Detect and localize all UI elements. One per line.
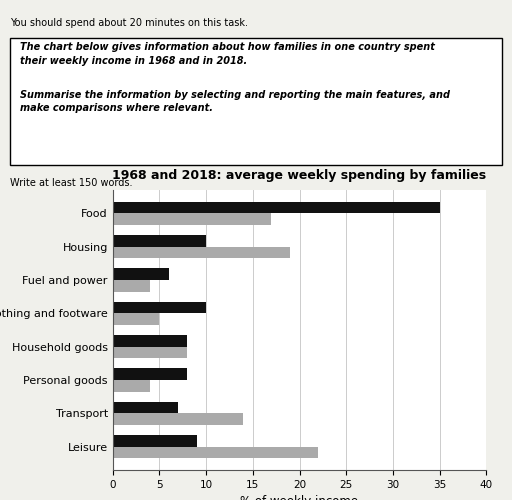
Bar (113, 314, 159, 325)
X-axis label: % of weekly income: % of weekly income (241, 496, 358, 500)
Bar (113, 414, 244, 425)
Bar (113, 202, 440, 213)
Bar (113, 368, 187, 380)
Text: The chart below gives information about how families in one country spent
their : The chart below gives information about … (20, 42, 435, 66)
Bar (113, 380, 150, 392)
Text: Write at least 150 words.: Write at least 150 words. (10, 178, 133, 188)
Bar (113, 346, 187, 358)
Bar (113, 246, 290, 258)
Text: 1968 and 2018: average weekly spending by families: 1968 and 2018: average weekly spending b… (113, 170, 486, 182)
Legend: 1968, 2018: 1968, 2018 (245, 145, 354, 165)
Bar (113, 235, 206, 246)
Bar (113, 435, 197, 446)
Bar (113, 335, 187, 346)
Text: You should spend about 20 minutes on this task.: You should spend about 20 minutes on thi… (10, 18, 248, 28)
Text: Summarise the information by selecting and reporting the main features, and
make: Summarise the information by selecting a… (20, 90, 451, 113)
Bar (113, 268, 169, 280)
Bar (113, 402, 178, 413)
Bar (113, 302, 206, 314)
Bar (113, 280, 150, 291)
Bar (113, 446, 318, 458)
Bar (113, 214, 271, 225)
